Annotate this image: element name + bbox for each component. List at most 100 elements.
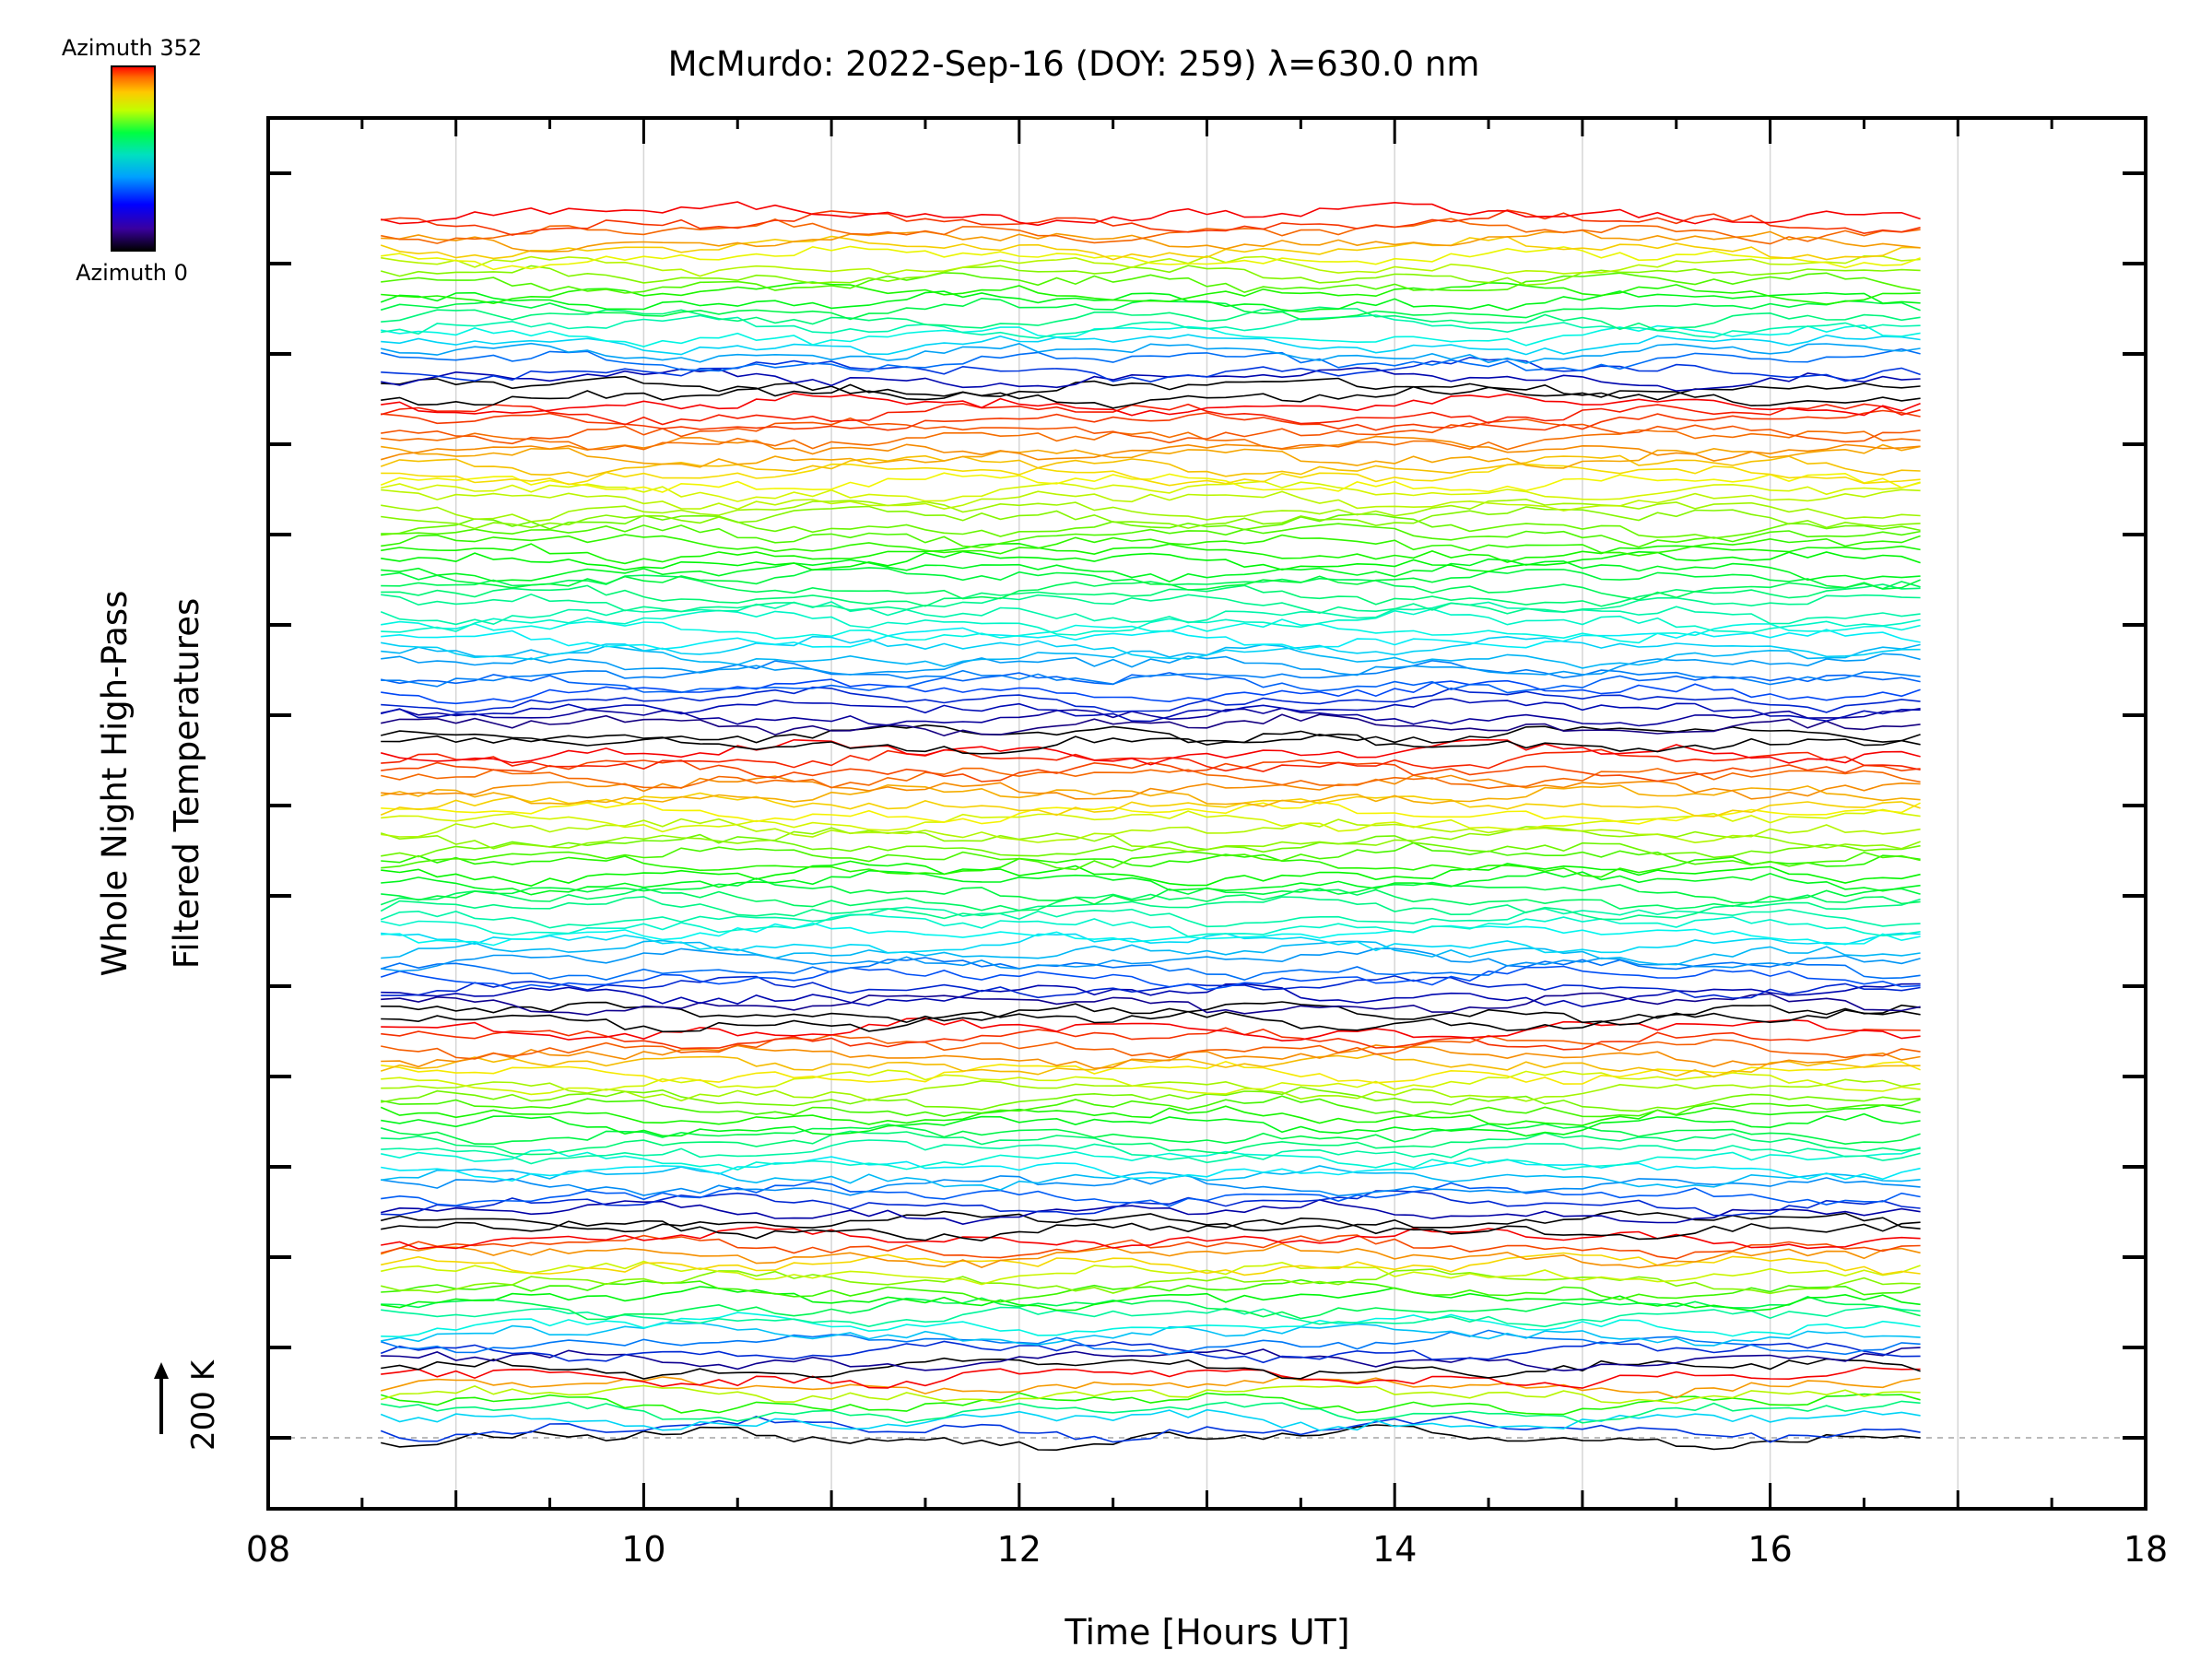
temperature-trace <box>380 1408 1921 1431</box>
temperature-trace <box>381 1044 1921 1070</box>
colorbar-gradient <box>111 65 156 252</box>
temperature-trace <box>381 860 1921 888</box>
temperature-trace <box>381 913 1921 937</box>
temperature-trace <box>381 869 1921 896</box>
chart-title: McMurdo: 2022-Sep-16 (DOY: 259) λ=630.0 … <box>668 44 1480 84</box>
temperature-trace <box>381 367 1921 392</box>
temperature-trace <box>381 1198 1921 1226</box>
temperature-trace <box>381 417 1921 445</box>
scale-indicator: 200 K <box>154 1359 222 1451</box>
temperature-trace <box>381 534 1921 557</box>
temperature-trace <box>381 922 1921 947</box>
temperature-trace <box>381 229 1921 253</box>
temperature-trace <box>381 281 1921 305</box>
temperature-trace <box>381 1086 1921 1112</box>
temperature-trace <box>381 1181 1921 1207</box>
temperature-trace <box>380 1340 1921 1364</box>
temperature-trace <box>381 272 1921 294</box>
temperature-trace <box>381 1009 1921 1033</box>
temperature-trace <box>380 265 1921 287</box>
temperature-trace <box>381 1078 1921 1102</box>
temperature-trace <box>381 1027 1921 1051</box>
temperature-trace <box>380 435 1921 462</box>
temperature-trace <box>381 697 1921 723</box>
temperature-trace <box>381 542 1921 565</box>
temperature-trace <box>381 523 1921 548</box>
temperature-trace <box>381 443 1921 469</box>
temperature-trace <box>381 1305 1921 1328</box>
temperature-trace <box>381 659 1921 688</box>
x-tick-label: 08 <box>246 1529 290 1570</box>
temperature-trace <box>381 932 1921 954</box>
temperature-trace <box>381 334 1921 356</box>
temperature-trace <box>381 245 1921 271</box>
temperature-trace <box>381 1139 1921 1165</box>
scale-label: 200 K <box>185 1359 222 1451</box>
temperature-trace <box>381 635 1921 661</box>
temperature-trace <box>381 877 1921 905</box>
x-axis-label: Time [Hours UT] <box>1064 1612 1349 1653</box>
temperature-trace <box>381 678 1921 705</box>
x-tick-labels: 08 10 12 14 16 18 <box>246 1529 2168 1570</box>
temperature-trace <box>381 607 1921 636</box>
scale-arrow-head <box>154 1362 169 1379</box>
temperature-trace <box>380 1392 1921 1416</box>
colorbar: Azimuth 352 Azimuth 0 <box>62 35 202 286</box>
temperature-trace <box>380 1415 1921 1443</box>
temperature-trace <box>381 382 1921 409</box>
temperature-trace <box>381 1366 1921 1389</box>
temperature-trace <box>381 853 1921 878</box>
temperature-trace <box>381 1001 1921 1026</box>
temperature-trace <box>381 1268 1921 1295</box>
temperature-trace <box>380 472 1921 493</box>
temperature-trace <box>381 1156 1921 1182</box>
temperature-trace <box>381 1347 1921 1371</box>
temperature-trace <box>381 1234 1921 1260</box>
temperature-trace <box>381 1400 1921 1424</box>
temperature-trace <box>381 818 1921 844</box>
temperature-trace <box>381 730 1921 755</box>
temperature-trace <box>380 290 1921 313</box>
temperature-trace <box>381 618 1921 644</box>
x-tick-label: 18 <box>2124 1529 2168 1570</box>
temperature-trace <box>381 342 1921 364</box>
temperature-trace <box>381 1278 1921 1303</box>
temperature-trace <box>381 218 1921 245</box>
temperature-trace <box>381 808 1921 833</box>
temperature-trace <box>381 1174 1921 1197</box>
temperature-trace <box>381 672 1921 694</box>
temperature-trace <box>381 1033 1921 1060</box>
temperature-trace <box>381 254 1921 277</box>
temperature-trace <box>381 627 1921 651</box>
temperature-trace <box>380 1053 1921 1078</box>
temperature-trace <box>381 1095 1921 1118</box>
temperature-trace <box>381 1130 1921 1156</box>
temperature-trace <box>381 480 1921 502</box>
temperature-trace <box>381 324 1921 347</box>
temperature-trace <box>381 801 1921 825</box>
temperature-trace <box>381 429 1921 451</box>
temperature-trace <box>381 724 1921 747</box>
temperature-trace <box>381 558 1921 582</box>
temperature-trace <box>381 1165 1921 1191</box>
temperature-trace <box>381 833 1921 859</box>
temperature-trace <box>381 767 1921 790</box>
temperature-trace <box>381 975 1921 999</box>
temperature-trace <box>381 1060 1921 1085</box>
temperature-trace <box>381 1312 1921 1338</box>
y-axis-label-line2: Filtered Temperatures <box>167 598 206 969</box>
temperature-trace <box>381 707 1921 727</box>
temperature-trace <box>381 306 1921 332</box>
temperature-trace <box>381 513 1921 539</box>
temperature-trace <box>381 392 1921 417</box>
temperature-trace <box>381 347 1921 372</box>
temperature-trace <box>381 1252 1921 1277</box>
temperature-trace <box>381 1286 1921 1312</box>
temperature-trace <box>381 505 1921 530</box>
temperature-trace <box>381 992 1921 1016</box>
temperature-trace <box>381 583 1921 607</box>
temperature-trace <box>381 982 1921 1008</box>
temperature-trace <box>381 356 1921 383</box>
temperature-trace <box>381 748 1921 772</box>
temperature-trace <box>381 1424 1921 1452</box>
